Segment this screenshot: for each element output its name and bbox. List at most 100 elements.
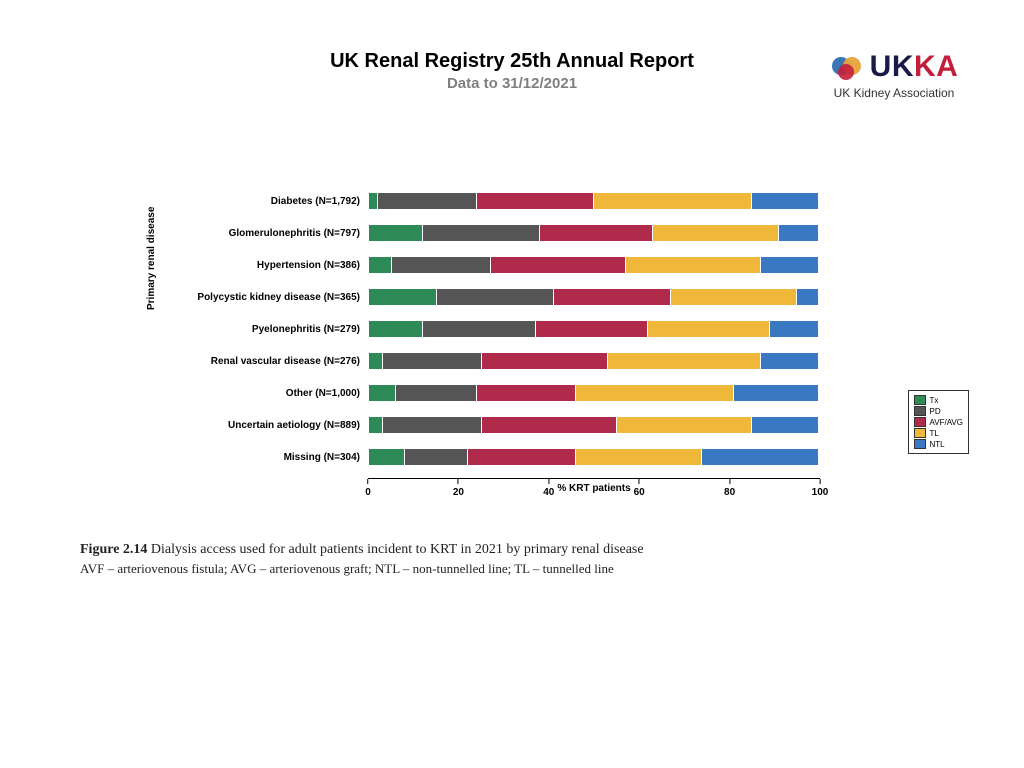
legend-swatch xyxy=(914,428,926,438)
bar-segment xyxy=(396,385,477,401)
x-axis: 020406080100 % KRT patients xyxy=(368,478,820,508)
bar-segment xyxy=(383,353,482,369)
legend-label: AVF/AVG xyxy=(930,418,964,427)
bar-row: Pyelonephritis (N=279) xyxy=(180,318,820,340)
legend-item: PD xyxy=(914,406,964,416)
bar-segment xyxy=(369,353,383,369)
category-label: Uncertain aetiology (N=889) xyxy=(180,420,368,431)
bar-segment xyxy=(369,289,437,305)
stacked-bar xyxy=(368,192,820,210)
bar-segment xyxy=(576,449,702,465)
logo-tagline: UK Kidney Association xyxy=(814,86,974,100)
bar-row: Polycystic kidney disease (N=365) xyxy=(180,286,820,308)
ukka-logo: UKKA UK Kidney Association xyxy=(814,50,974,100)
logo-ka: KA xyxy=(914,50,958,83)
stacked-bar xyxy=(368,352,820,370)
legend-swatch xyxy=(914,439,926,449)
bar-segment xyxy=(761,353,820,369)
x-tick: 100 xyxy=(812,479,829,498)
category-label: Hypertension (N=386) xyxy=(180,260,368,271)
bar-segment xyxy=(383,417,482,433)
x-tick: 40 xyxy=(543,479,554,498)
category-label: Pyelonephritis (N=279) xyxy=(180,324,368,335)
bar-segment xyxy=(576,385,734,401)
bar-segment xyxy=(702,449,819,465)
bar-segment xyxy=(482,417,617,433)
stacked-bar-chart: Diabetes (N=1,792) Glomerulonephritis (N=… xyxy=(180,190,820,508)
bar-row: Renal vascular disease (N=276) xyxy=(180,350,820,372)
bar-segment xyxy=(617,417,752,433)
bar-segment xyxy=(491,257,626,273)
figure-caption: Figure 2.14 Dialysis access used for adu… xyxy=(80,540,944,579)
legend-label: PD xyxy=(930,407,941,416)
bar-segment xyxy=(626,257,761,273)
legend-label: NTL xyxy=(930,440,945,449)
bar-segment xyxy=(761,257,820,273)
bar-segment xyxy=(477,385,576,401)
stacked-bar xyxy=(368,320,820,338)
bar-segment xyxy=(734,385,820,401)
category-label: Other (N=1,000) xyxy=(180,388,368,399)
bar-segment xyxy=(752,417,820,433)
logo-wordmark: UKKA xyxy=(814,50,974,84)
stacked-bar xyxy=(368,288,820,306)
bar-segment xyxy=(369,417,383,433)
bar-segment xyxy=(779,225,820,241)
x-axis-line: 020406080100 xyxy=(368,478,820,479)
x-axis-label: % KRT patients xyxy=(368,483,820,494)
bar-row: Glomerulonephritis (N=797) xyxy=(180,222,820,244)
legend-item: AVF/AVG xyxy=(914,417,964,427)
bar-row: Missing (N=304) xyxy=(180,446,820,468)
stacked-bar xyxy=(368,224,820,242)
bar-row: Other (N=1,000) xyxy=(180,382,820,404)
bar-segment xyxy=(653,225,779,241)
bar-segment xyxy=(752,193,820,209)
bar-segment xyxy=(369,225,423,241)
bar-row: Hypertension (N=386) xyxy=(180,254,820,276)
category-label: Glomerulonephritis (N=797) xyxy=(180,228,368,239)
bar-segment xyxy=(369,257,392,273)
bar-segment xyxy=(536,321,649,337)
legend-label: Tx xyxy=(930,396,939,405)
legend-item: Tx xyxy=(914,395,964,405)
x-tick: 80 xyxy=(724,479,735,498)
bar-segment xyxy=(797,289,820,305)
category-label: Missing (N=304) xyxy=(180,452,368,463)
bar-segment xyxy=(378,193,477,209)
bar-row: Diabetes (N=1,792) xyxy=(180,190,820,212)
chart-legend: Tx PD AVF/AVG TL NTL xyxy=(908,390,970,454)
stacked-bar xyxy=(368,416,820,434)
bar-row: Uncertain aetiology (N=889) xyxy=(180,414,820,436)
stacked-bar xyxy=(368,448,820,466)
bar-segment xyxy=(369,449,405,465)
bar-segment xyxy=(468,449,576,465)
x-tick: 60 xyxy=(634,479,645,498)
legend-item: TL xyxy=(914,428,964,438)
legend-label: TL xyxy=(930,429,939,438)
bar-segment xyxy=(477,193,594,209)
bar-segment xyxy=(423,321,536,337)
stacked-bar xyxy=(368,384,820,402)
plot-area: Diabetes (N=1,792) Glomerulonephritis (N=… xyxy=(180,190,820,468)
logo-uk: UK xyxy=(870,50,914,83)
legend-swatch xyxy=(914,406,926,416)
figure-subtitle: AVF – arteriovenous fistula; AVG – arter… xyxy=(80,561,614,576)
legend-swatch xyxy=(914,395,926,405)
x-tick: 0 xyxy=(365,479,371,498)
bar-segment xyxy=(369,321,423,337)
bar-segment xyxy=(482,353,608,369)
bar-segment xyxy=(392,257,491,273)
bar-segment xyxy=(437,289,554,305)
legend-swatch xyxy=(914,417,926,427)
chart-ylabel: Primary renal disease xyxy=(146,207,157,310)
bar-segment xyxy=(369,193,378,209)
bar-segment xyxy=(405,449,468,465)
figure-title: Dialysis access used for adult patients … xyxy=(151,542,644,557)
category-label: Polycystic kidney disease (N=365) xyxy=(180,292,368,303)
bar-segment xyxy=(770,321,820,337)
x-tick: 20 xyxy=(453,479,464,498)
bar-segment xyxy=(671,289,797,305)
figure-number: Figure 2.14 xyxy=(80,542,147,557)
bar-segment xyxy=(554,289,671,305)
bar-segment xyxy=(608,353,761,369)
